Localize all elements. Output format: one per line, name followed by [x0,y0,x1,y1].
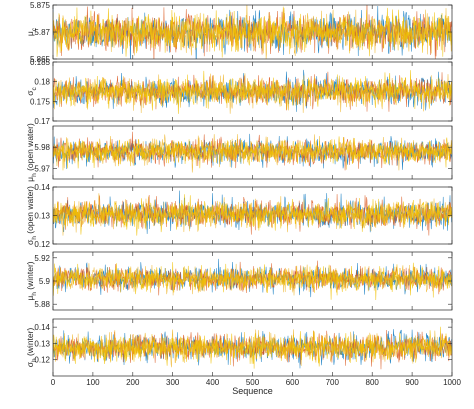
chain-2-line [53,5,452,59]
y-tick-label: 5.875 [30,1,51,10]
y-axis-label-sub: h [31,292,38,296]
y-axis-label-sub: h [31,358,38,362]
chain-4-line [53,326,452,369]
x-tick-label: 100 [86,378,100,387]
x-tick-label: 300 [166,378,180,387]
y-tick-label: 0.13 [34,212,50,221]
chain-3-line [53,73,452,114]
y-tick-label: 5.98 [34,143,50,152]
y-tick-label: 5.9 [39,277,51,286]
y-axis-label: σh (open water) [25,186,38,245]
x-tick-label: 500 [246,378,260,387]
panel-1: 5.865 5.87 5.875 μc [25,1,453,64]
traces [53,326,452,370]
x-tick-label: 0 [51,378,56,387]
x-tick-label: 600 [286,378,300,387]
x-tick-label: 1000 [443,378,461,387]
panel-2: 0.17 0.175 0.18 0.185 σc [25,58,453,126]
y-tick-label: 0.18 [34,78,50,87]
x-tick-label: 400 [206,378,220,387]
y-axis-label-sub: c [31,87,38,91]
x-tick-label: 800 [366,378,380,387]
x-axis-label: Sequence [232,386,273,396]
y-axis-label-symbol: μ [25,296,35,301]
y-tick-label: 0.17 [34,117,50,126]
chain-4-line [53,70,452,114]
y-axis-label-symbol: σ [25,90,35,96]
y-tick-label: 0.13 [34,339,50,348]
x-tick-label: 900 [405,378,419,387]
traces [53,190,452,236]
traces [53,5,452,59]
y-tick-label: 0.175 [30,97,51,106]
y-tick-label: 5.865 [30,55,51,64]
y-axis-label-suffix: (open water) [25,186,35,236]
y-axis-label-symbol: μ [25,177,35,182]
chain-3-line [53,329,452,368]
y-tick-label: 5.87 [34,28,50,37]
y-axis-label: μh (open water) [25,123,38,182]
chain-4-line [53,6,452,58]
chain-4-line [53,136,452,171]
y-tick-label: 5.97 [34,164,50,173]
y-tick-label: 0.14 [34,323,50,332]
y-axis-label-symbol: μ [25,31,35,36]
y-axis-label-suffix: (winter) [25,328,35,359]
chain-3-line [53,263,452,296]
x-tick-label: 700 [326,378,340,387]
y-axis-label-symbol: σ [25,361,35,367]
chain-3-line [53,193,452,236]
y-tick-label: 0.14 [34,183,50,192]
y-axis-label-sub: c [31,27,38,31]
y-tick-label: 0.185 [30,58,51,67]
y-axis-label: σh (winter) [25,328,38,368]
y-tick-label: 5.88 [34,300,50,309]
traces [53,131,452,173]
traces [53,258,452,300]
chain-4-line [53,194,452,236]
traces [53,69,452,114]
y-axis-label-suffix: (winter) [25,261,35,292]
x-tick-label: 200 [126,378,140,387]
y-tick-label: 0.12 [34,356,50,365]
chain-4-line [53,262,452,300]
y-axis-label: μc [25,27,38,36]
y-axis-label-symbol: σ [25,239,35,245]
y-tick-label: 0.12 [34,240,50,249]
y-axis-label-suffix: (open water) [25,123,35,173]
y-axis-label-sub: h [31,173,38,177]
y-axis-label: μh (winter) [25,261,38,300]
y-axis-label-sub: h [31,236,38,240]
y-tick-label: 5.92 [34,254,50,263]
y-axis-label: σc [25,87,38,96]
